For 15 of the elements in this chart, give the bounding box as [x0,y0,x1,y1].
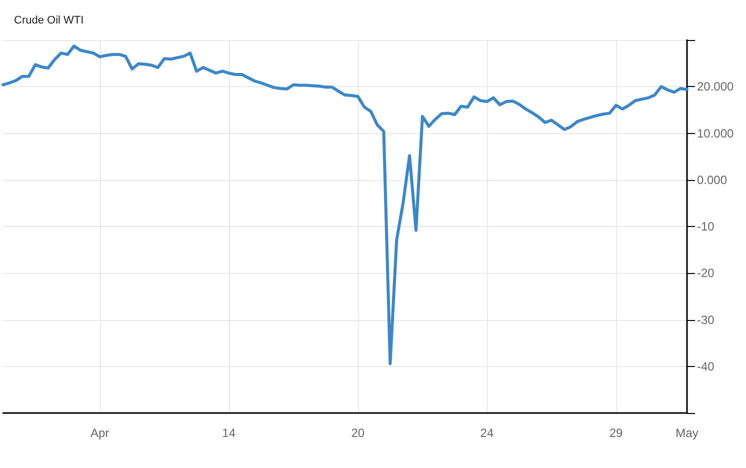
y-tick-label: -40 [697,359,715,374]
y-tick-label: -20 [697,266,715,280]
x-tick-label: May [676,426,698,440]
line-series [2,44,688,366]
y-tick-label: -30 [697,312,715,327]
x-tick-label: 24 [480,426,494,440]
y-tick-label: 10.000 [697,126,734,140]
x-tick-label: Apr [90,426,110,440]
y-tick-label: 20.000 [697,80,734,94]
x-tick-label: 14 [222,426,236,440]
y-tick-label: -10 [697,220,715,234]
y-tick-label: 0.000 [697,172,728,187]
x-tick-label: 20 [351,426,365,440]
chart-title: Crude Oil WTI [14,14,84,26]
x-tick-label: 29 [609,426,624,440]
